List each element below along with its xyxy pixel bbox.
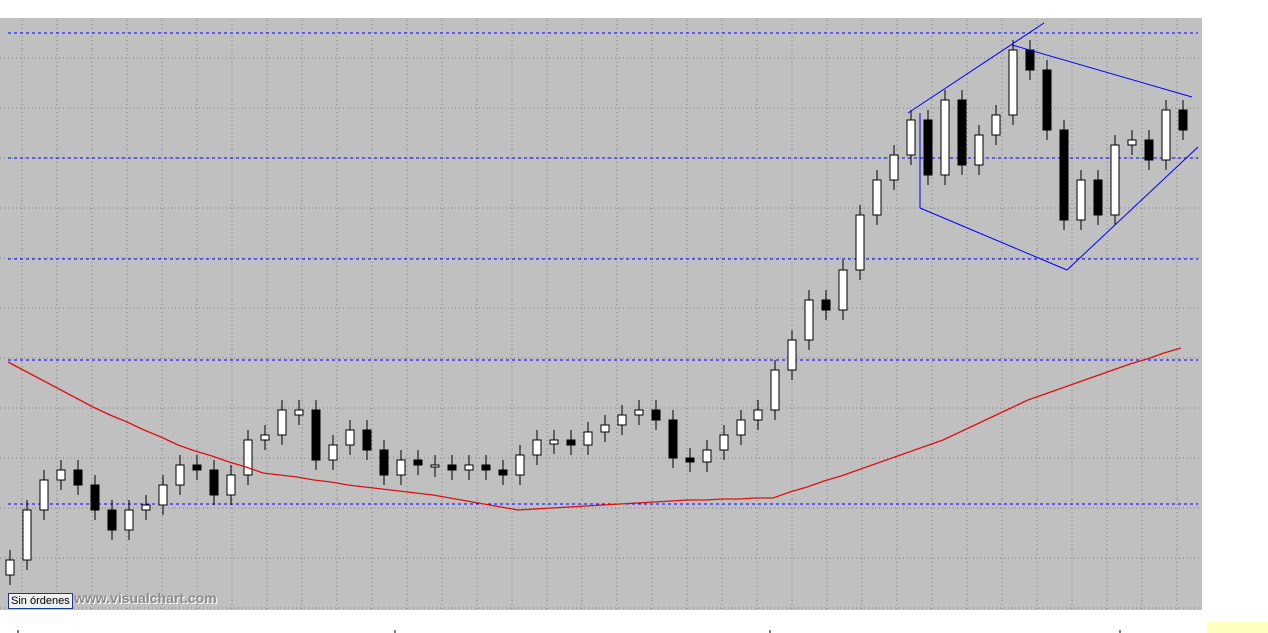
candle-body [1127,139,1137,146]
candle-body [464,464,474,471]
candle-body [294,409,304,416]
candle-body [889,154,899,181]
candle-body [719,434,729,451]
candle-body [838,269,848,311]
candle-body [90,484,100,511]
candle-body [634,409,644,416]
candle-body [1076,179,1086,221]
candle-body [804,299,814,341]
candle-body [583,431,593,446]
status-box [1207,622,1268,633]
candle-body [413,459,423,466]
candle-body [379,449,389,476]
status-label[interactable]: Sin órdenes [8,593,73,609]
candle-body [617,414,627,426]
candle-body [923,119,933,176]
candle-body [1008,49,1018,116]
candle-body [481,464,491,471]
candle-body [56,469,66,481]
candle-body [192,464,202,471]
candle-body [277,409,287,436]
candle-body [668,419,678,459]
candle-body [1059,129,1069,221]
trendlines [907,22,1199,271]
watermark: www.visualchart.com [74,590,217,606]
candle-body [22,509,32,561]
candle-body [141,504,151,511]
candle-body [1144,139,1154,161]
candle-body [753,409,763,421]
candle-body [175,464,185,486]
candle-body [396,459,406,476]
candle-body [770,369,780,411]
candle-body [73,469,83,486]
candle-body [821,299,831,311]
candle-body [1025,49,1035,71]
candle-body [940,99,950,176]
candle-body [1093,179,1103,216]
candle-body [974,134,984,166]
candle-body [209,469,219,496]
candle-body [532,439,542,456]
candle-body [600,424,610,433]
candle-body [498,469,508,476]
candle-body [957,99,967,166]
candle-body [736,419,746,436]
candle-body [1161,109,1171,161]
candle-body [991,114,1001,136]
candle-body [226,474,236,496]
candle-body [311,409,321,461]
candle-body [1178,109,1188,131]
candle-body [362,429,372,451]
candle-body [124,509,134,531]
candle-body [107,509,117,531]
candle-body [243,439,253,476]
candle-body [549,439,559,445]
candle-body [855,214,865,271]
candle-body [1042,69,1052,131]
candle-body [5,559,15,576]
candle-body [787,339,797,371]
candle-body [1110,144,1120,216]
candle-body [39,479,49,511]
candle-body [702,449,712,463]
candle-body [447,464,457,471]
candle-body [345,429,355,446]
candle-body [685,457,695,463]
candle-body [158,484,168,506]
candle-body [430,464,440,468]
candle-body [515,454,525,476]
candle-body [651,409,661,421]
moving-average [7,347,1182,511]
grid [0,18,1202,610]
candle-body [328,444,338,461]
candle-body [906,119,916,156]
candle-body [566,439,576,446]
candle-body [872,179,882,216]
candle-body [260,434,270,441]
